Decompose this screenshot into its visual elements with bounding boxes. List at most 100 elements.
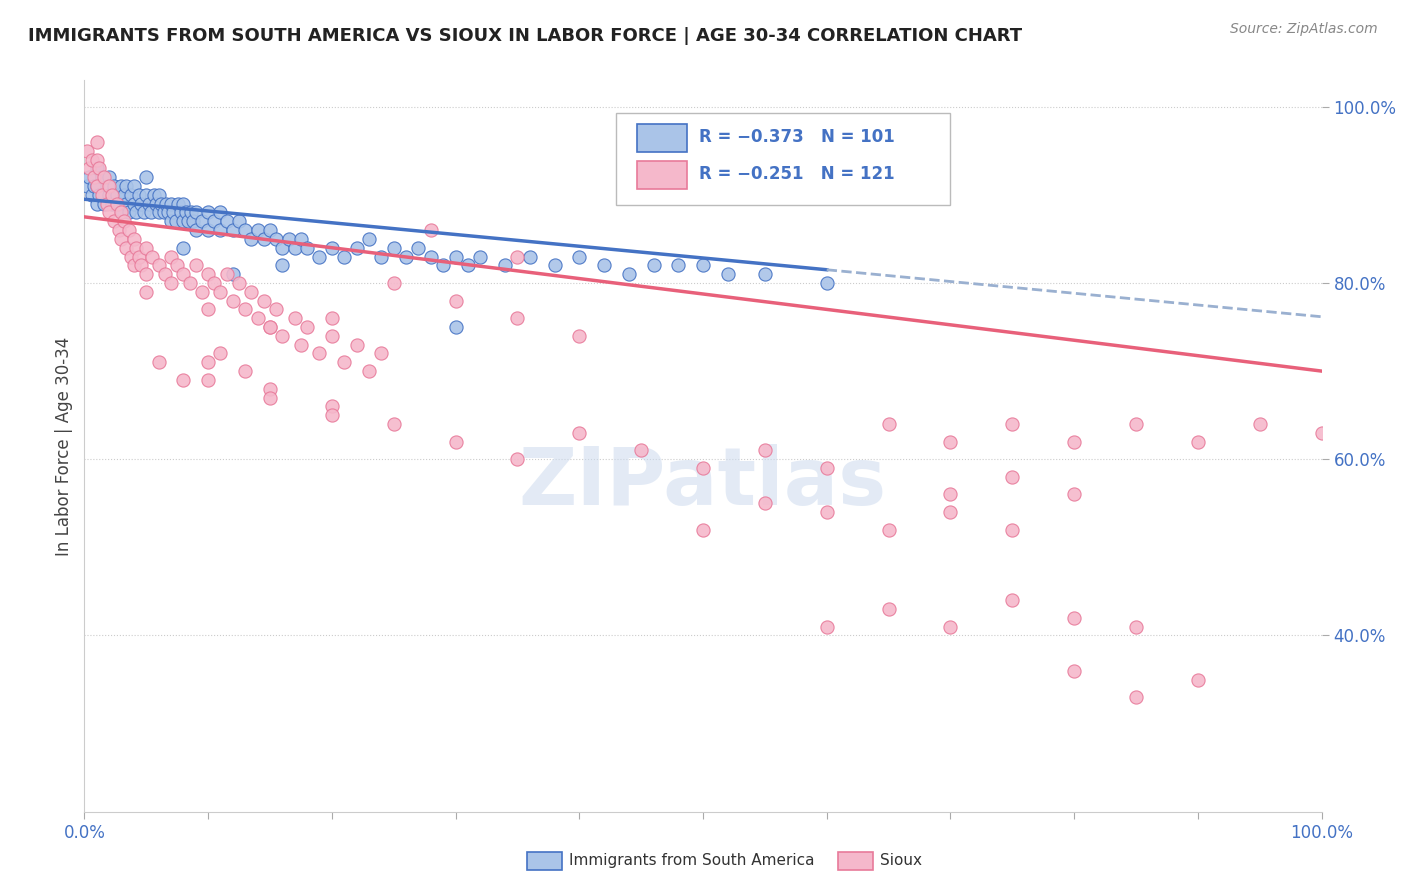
Point: [240, 285, 263, 299]
Point: [939, 620, 962, 634]
Point: [1001, 417, 1024, 431]
Point: [939, 434, 962, 449]
Point: [166, 258, 188, 272]
Point: [321, 241, 343, 255]
Point: [202, 214, 225, 228]
Point: [197, 373, 219, 387]
Point: [1063, 664, 1085, 678]
Point: [120, 250, 142, 264]
Point: [125, 241, 148, 255]
Point: [105, 187, 128, 202]
Point: [93, 196, 115, 211]
Point: [1187, 673, 1209, 687]
Point: [129, 196, 152, 211]
Point: [145, 196, 167, 211]
Point: [382, 241, 405, 255]
Point: [86, 196, 108, 211]
Point: [112, 187, 135, 202]
Point: [157, 205, 180, 219]
Point: [222, 267, 245, 281]
Point: [1001, 523, 1024, 537]
Point: [308, 250, 330, 264]
Point: [506, 452, 529, 467]
Point: [165, 214, 187, 228]
Point: [148, 205, 170, 219]
Point: [277, 232, 299, 246]
Point: [419, 223, 441, 237]
Point: [167, 196, 190, 211]
Point: [290, 232, 312, 246]
Point: [419, 250, 441, 264]
Point: [295, 320, 318, 334]
Point: [264, 232, 287, 246]
Point: [160, 276, 183, 290]
Point: [128, 187, 150, 202]
Point: [271, 329, 294, 343]
Point: [96, 179, 118, 194]
Point: [148, 258, 170, 272]
Point: [1187, 434, 1209, 449]
Point: [138, 196, 160, 211]
Point: [1125, 417, 1147, 431]
Point: [108, 223, 131, 237]
Point: [259, 320, 281, 334]
Point: [333, 250, 356, 264]
Point: [150, 196, 173, 211]
Point: [184, 205, 207, 219]
Point: [284, 311, 307, 326]
Point: [148, 355, 170, 369]
Point: [444, 320, 467, 334]
Point: [135, 241, 157, 255]
Point: [754, 443, 776, 458]
Point: [115, 241, 138, 255]
Point: [153, 267, 176, 281]
Point: [162, 205, 184, 219]
Point: [112, 214, 135, 228]
Point: [172, 241, 194, 255]
Point: [79, 161, 101, 176]
Point: [432, 258, 454, 272]
Point: [89, 187, 111, 202]
Point: [179, 276, 201, 290]
Point: [135, 187, 157, 202]
FancyBboxPatch shape: [637, 161, 688, 188]
Point: [209, 223, 232, 237]
Point: [83, 179, 105, 194]
Point: [1001, 593, 1024, 607]
Point: [86, 135, 108, 149]
Point: [110, 232, 132, 246]
Text: IMMIGRANTS FROM SOUTH AMERICA VS SIOUX IN LABOR FORCE | AGE 30-34 CORRELATION CH: IMMIGRANTS FROM SOUTH AMERICA VS SIOUX I…: [28, 27, 1022, 45]
Point: [122, 258, 145, 272]
Point: [222, 223, 245, 237]
Point: [202, 276, 225, 290]
Point: [543, 258, 565, 272]
Point: [228, 276, 250, 290]
Point: [357, 364, 380, 378]
Point: [209, 346, 232, 360]
Point: [174, 205, 197, 219]
Point: [259, 391, 281, 405]
Point: [346, 241, 368, 255]
Point: [1063, 434, 1085, 449]
Point: [290, 337, 312, 351]
Point: [470, 250, 492, 264]
Point: [132, 205, 155, 219]
Point: [215, 214, 238, 228]
Point: [815, 461, 838, 475]
Point: [692, 258, 714, 272]
Point: [233, 364, 256, 378]
Point: [125, 205, 148, 219]
Point: [877, 417, 900, 431]
Point: [1125, 690, 1147, 705]
Point: [222, 293, 245, 308]
Point: [184, 258, 207, 272]
Point: [90, 187, 112, 202]
Point: [630, 443, 652, 458]
Point: [96, 196, 118, 211]
Point: [160, 196, 183, 211]
Point: [494, 258, 516, 272]
Point: [346, 337, 368, 351]
Point: [172, 267, 194, 281]
Point: [692, 523, 714, 537]
Point: [382, 276, 405, 290]
